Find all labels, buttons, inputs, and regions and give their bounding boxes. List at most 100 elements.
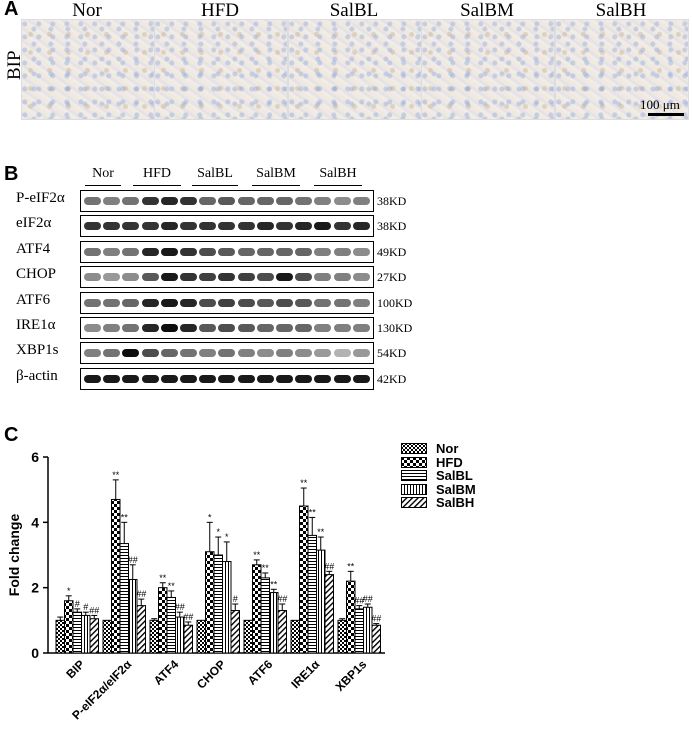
blot-band <box>103 197 121 205</box>
bar <box>149 619 159 654</box>
legend-label: Nor <box>436 441 459 456</box>
blot-group-line <box>314 185 362 186</box>
blot-band <box>141 349 159 358</box>
blot-protein-label: ATF6 <box>16 291 51 308</box>
blot-band <box>276 273 293 282</box>
blot-band <box>352 222 370 231</box>
bar <box>111 498 121 654</box>
panel-a-letter: A <box>4 0 19 20</box>
significance-mark: ## <box>183 612 193 622</box>
blot-kd-label: 54KD <box>377 346 407 361</box>
blot-group-line <box>85 185 121 186</box>
blot-band <box>314 247 332 256</box>
blot-band <box>84 222 101 231</box>
blot-protein-label: ATF4 <box>16 240 51 257</box>
blot-band <box>333 197 351 205</box>
blot-band <box>237 247 255 256</box>
significance-mark: ## <box>371 614 381 624</box>
blot-band <box>141 247 159 256</box>
significance-mark: ** <box>317 527 325 537</box>
blot-band <box>256 197 274 205</box>
ihc-image-salbl <box>288 19 422 120</box>
blot-band <box>352 247 370 256</box>
blot-band <box>218 298 236 307</box>
blot-band <box>84 197 101 205</box>
bar <box>354 608 364 654</box>
blot-band <box>218 374 236 383</box>
bar <box>213 554 223 654</box>
blot-band <box>180 349 197 358</box>
blot-band <box>84 349 101 358</box>
blot-band <box>122 197 140 205</box>
blot-band <box>84 324 101 332</box>
blot-band <box>218 222 236 231</box>
blot-band <box>295 324 313 332</box>
blot-band <box>295 197 313 205</box>
ihc-label-salbm: SalBM <box>460 0 514 21</box>
significance-mark: ## <box>354 596 364 606</box>
blot-band <box>352 298 370 307</box>
legend-swatch <box>401 497 427 508</box>
significance-mark: # <box>83 602 88 612</box>
blot-band <box>141 273 159 282</box>
blot-band <box>314 222 332 231</box>
scale-bar-label: 100 μm <box>640 97 680 112</box>
blot-band <box>276 197 293 205</box>
blot-band <box>295 273 313 282</box>
blot-strip <box>80 317 374 339</box>
blot-kd-label: 38KD <box>377 219 407 234</box>
blot-protein-label: XBP1s <box>16 342 59 359</box>
y-axis-label: Fold change <box>6 514 22 597</box>
blot-band <box>237 273 255 282</box>
blot-band <box>352 374 370 383</box>
legend-swatch-rect <box>401 470 427 481</box>
blot-kd-label: 42KD <box>377 371 407 386</box>
blot-band <box>122 374 140 383</box>
blot-band <box>180 222 197 231</box>
significance-mark: ## <box>324 561 334 571</box>
bar <box>72 611 82 654</box>
blot-band <box>160 197 178 205</box>
blot-band <box>276 324 293 332</box>
blot-band <box>295 349 313 358</box>
blot-strip <box>80 240 374 263</box>
legend-label: HFD <box>436 454 463 470</box>
category-label: CHOP <box>194 657 228 691</box>
blot-band <box>141 374 159 383</box>
y-tick-label: 4 <box>31 514 39 530</box>
blot-band <box>218 273 236 282</box>
blot-band <box>103 324 121 332</box>
panel-b-letter: B <box>4 163 19 185</box>
blot-strip <box>80 215 374 238</box>
ihc-label-salbl: SalBL <box>329 0 379 21</box>
legend-swatch <box>401 456 427 468</box>
blot-band <box>295 222 313 231</box>
blot-band <box>199 324 217 332</box>
bar <box>102 619 112 654</box>
blot-band <box>122 349 140 358</box>
blot-band <box>333 374 351 383</box>
blot-band <box>256 374 274 383</box>
category-label: BIP <box>63 657 87 681</box>
blot-band <box>84 374 101 383</box>
significance-mark: ## <box>136 589 146 599</box>
blot-band <box>199 374 217 383</box>
legend-swatch-rect <box>401 456 427 468</box>
significance-mark: ## <box>277 594 287 604</box>
blot-band <box>256 222 274 231</box>
ihc-label-hfd: HFD <box>200 0 239 21</box>
significance-mark: ** <box>270 579 278 589</box>
significance-mark: ** <box>112 470 120 480</box>
ihc-label-salbh: SalBH <box>595 0 647 21</box>
blot-band <box>276 374 293 383</box>
blot-group-line <box>192 185 238 186</box>
blot-strip <box>80 342 374 365</box>
bar <box>230 610 240 654</box>
blot-strip <box>80 291 374 314</box>
legend-label: SalBH <box>436 495 475 510</box>
blot-band <box>256 298 274 307</box>
significance-mark: ** <box>262 563 270 573</box>
blot-group-label: HFD <box>142 166 171 181</box>
blot-strip <box>80 190 374 212</box>
y-tick-label: 6 <box>31 449 39 465</box>
